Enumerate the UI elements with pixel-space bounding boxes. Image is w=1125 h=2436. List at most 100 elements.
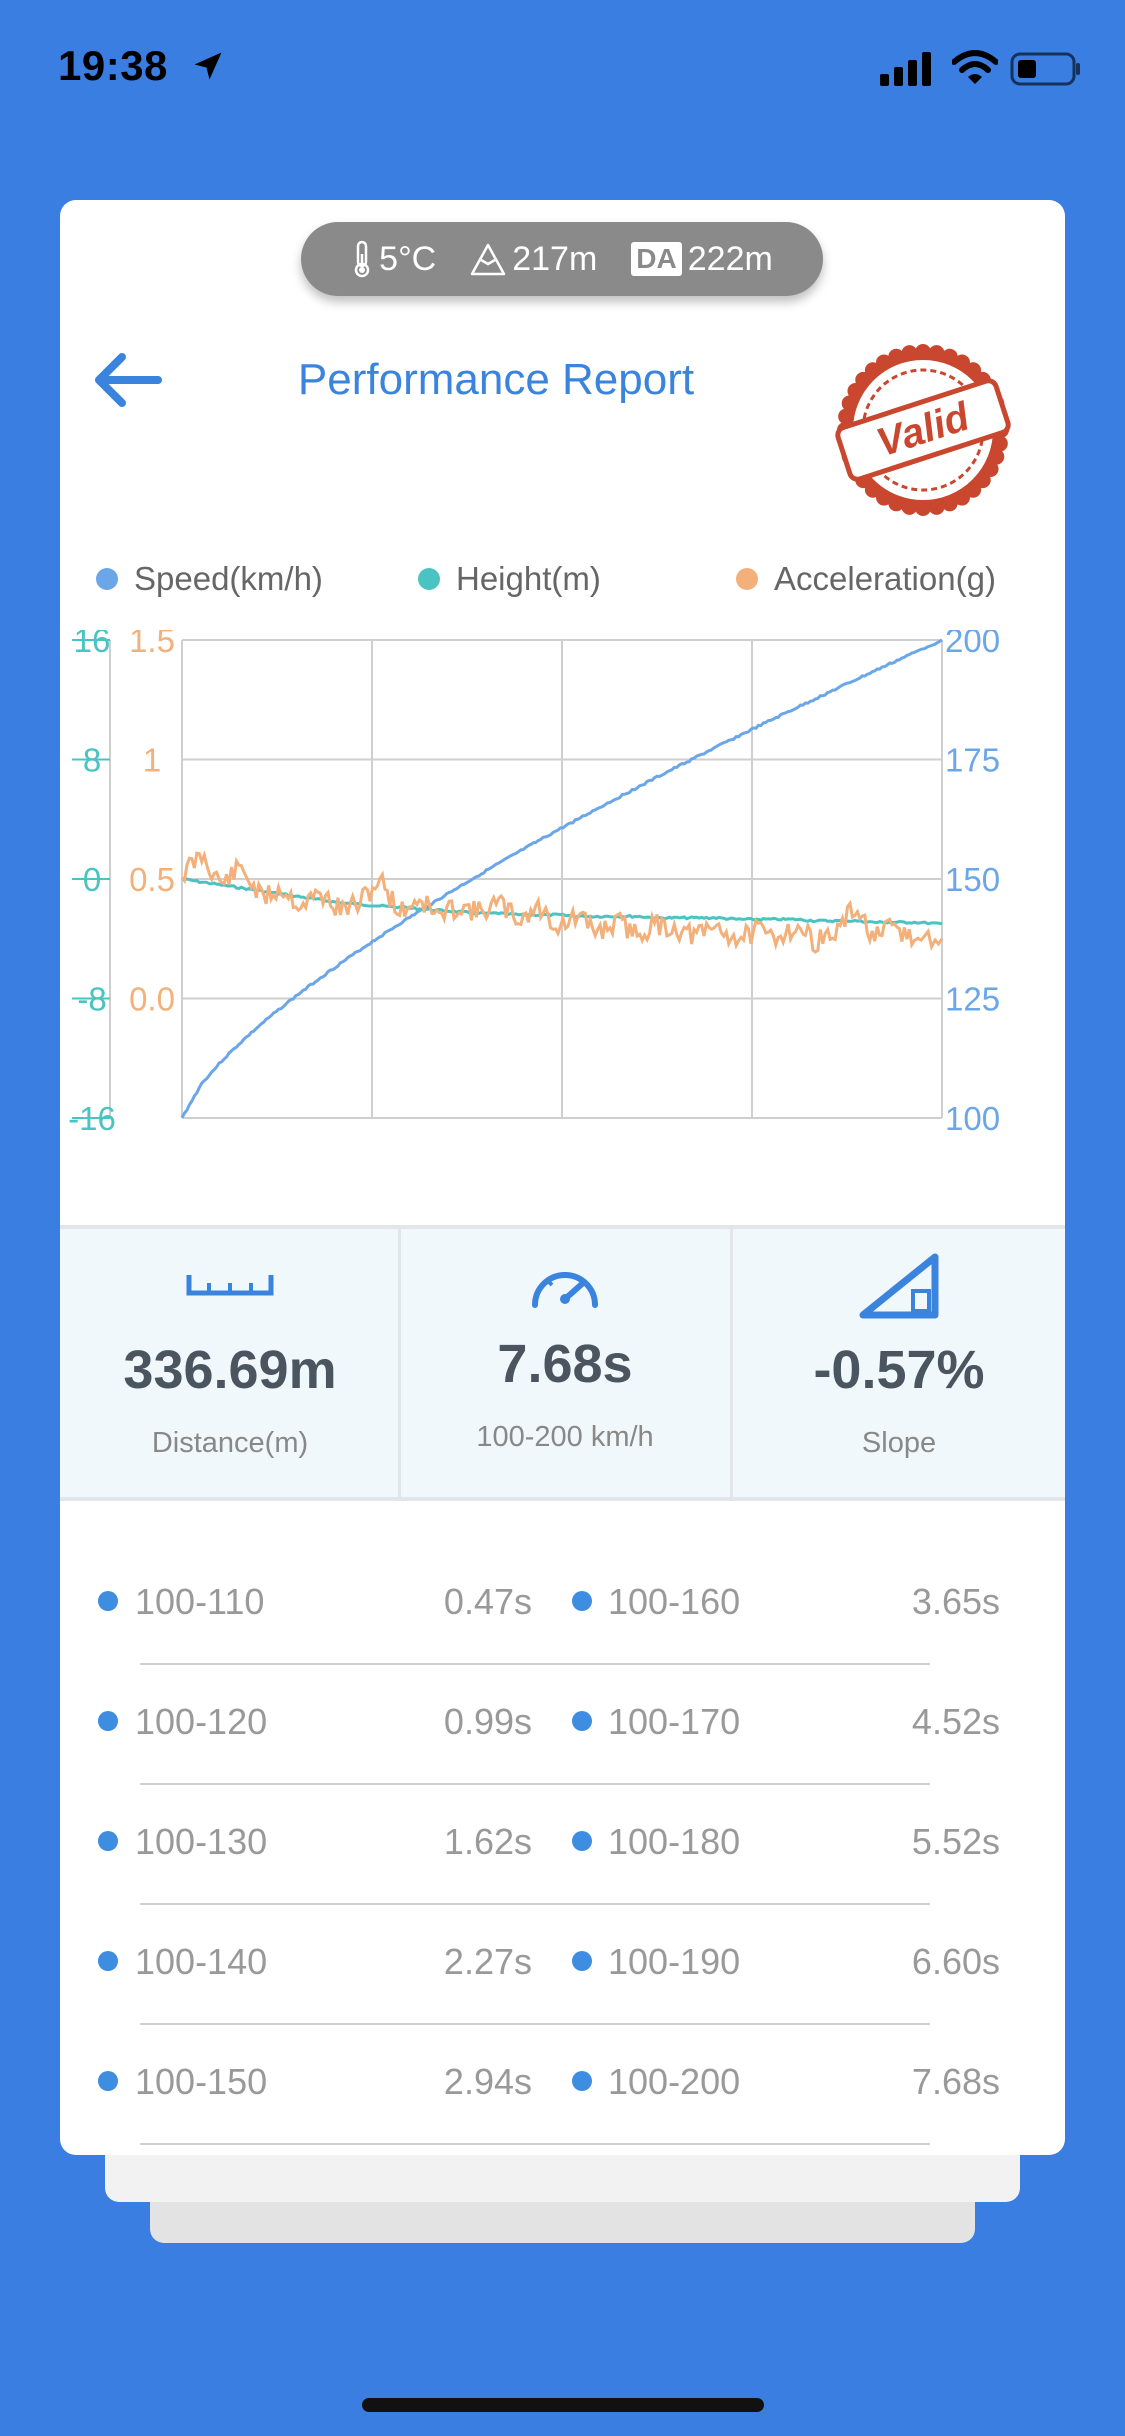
altitude-value: 217m xyxy=(512,239,598,278)
split-row: 100-130 1.62s 100-180 5.52s xyxy=(60,1785,1065,1905)
acceleration-time-label: 100-200 km/h xyxy=(476,1421,654,1453)
status-bar: 19:38 xyxy=(0,0,1125,140)
stamp-tooth xyxy=(915,344,931,360)
legend-speed-label: Speed(km/h) xyxy=(134,560,323,597)
split-dot xyxy=(98,1951,118,1971)
split-row: 100-140 2.27s 100-190 6.60s xyxy=(60,1905,1065,2025)
split-range: 100-200 xyxy=(608,2061,741,2102)
card-stack-shadow-back xyxy=(150,2195,975,2243)
split-row: 100-120 0.99s 100-170 4.52s xyxy=(60,1665,1065,1785)
legend-acceleration-dot xyxy=(736,568,758,590)
distance-value: 336.69m xyxy=(123,1340,337,1400)
split-time: 0.99s xyxy=(443,1701,532,1742)
status-time: 19:38 xyxy=(58,42,168,89)
ruler-icon xyxy=(186,1275,274,1296)
split-dot xyxy=(572,1591,592,1611)
split-time: 2.27s xyxy=(443,1941,532,1982)
split-time: 4.52s xyxy=(911,1701,1000,1742)
acceleration-series-line xyxy=(180,850,944,954)
split-dot xyxy=(572,1831,592,1851)
legend-acceleration-label: Acceleration(g) xyxy=(774,560,996,597)
acceleration-time-value: 7.68s xyxy=(497,1334,633,1394)
split-range: 100-190 xyxy=(608,1941,741,1982)
slope-value: -0.57% xyxy=(813,1340,985,1400)
split-row: 100-150 2.94s 100-200 7.68s xyxy=(60,2025,1065,2145)
chart-legend: Speed(km/h) Height(m) Acceleration(g) xyxy=(60,560,1065,610)
slope-icon xyxy=(859,1253,939,1319)
speedometer-icon xyxy=(532,1272,598,1308)
legend-speed: Speed(km/h) xyxy=(96,560,323,598)
back-arrow-icon[interactable] xyxy=(88,345,168,415)
valid-stamp-icon: Valid xyxy=(835,344,1011,516)
home-indicator[interactable] xyxy=(362,2398,764,2412)
split-dot xyxy=(98,1591,118,1611)
wifi-icon xyxy=(952,50,998,84)
metric-acceleration-time: 7.68s 100-200 km/h xyxy=(400,1229,730,1497)
altitude-item: 217m xyxy=(470,240,597,279)
split-time: 0.47s xyxy=(443,1581,532,1622)
acceleration-axis-tick-label: 0.5 xyxy=(129,861,175,898)
distance-label: Distance(m) xyxy=(151,1427,309,1459)
page-title: Performance Report xyxy=(297,355,695,404)
temperature-item: 5°C xyxy=(351,240,436,279)
acceleration-axis-tick-label: 1.5 xyxy=(129,630,175,659)
speed-axis-tick-label: 125 xyxy=(945,981,1000,1018)
split-dot xyxy=(572,1951,592,1971)
metric-distance: 336.69m Distance(m) xyxy=(60,1229,400,1497)
split-divider xyxy=(140,1903,930,1905)
split-divider xyxy=(140,2023,930,2025)
split-row: 100-110 0.47s 100-160 3.65s xyxy=(60,1545,1065,1665)
split-range: 100-150 xyxy=(135,2061,268,2102)
speed-axis-tick-label: 175 xyxy=(945,742,1000,779)
legend-height-label: Height(m) xyxy=(456,560,601,597)
split-range: 100-170 xyxy=(608,1701,741,1742)
environment-pill: 5°C 217m DA 222m xyxy=(301,222,823,296)
split-range: 100-160 xyxy=(608,1581,741,1622)
temperature-value: 5°C xyxy=(379,239,437,278)
mountain-icon xyxy=(470,243,506,276)
speed-axis-tick-label: 200 xyxy=(945,630,1000,659)
split-divider xyxy=(140,2143,930,2145)
split-range: 100-130 xyxy=(135,1821,268,1862)
legend-speed-dot xyxy=(96,568,118,590)
split-range: 100-110 xyxy=(135,1581,265,1622)
height-axis-tick-label: 16 xyxy=(74,630,111,659)
split-divider xyxy=(140,1783,930,1785)
speed-axis-tick-label: 150 xyxy=(945,861,1000,898)
metric-divider xyxy=(398,1229,401,1497)
report-card: 5°C 217m DA 222m Performance Report Vali… xyxy=(60,200,1065,2155)
split-dot xyxy=(98,1831,118,1851)
acceleration-axis-tick-label: 1 xyxy=(143,742,161,779)
split-dot xyxy=(98,1711,118,1731)
metric-slope: -0.57% Slope xyxy=(733,1229,1065,1497)
stamp-tooth xyxy=(915,500,931,516)
split-time: 6.60s xyxy=(911,1941,1000,1982)
legend-height: Height(m) xyxy=(418,560,601,598)
split-dot xyxy=(572,1711,592,1731)
split-time: 2.94s xyxy=(443,2061,532,2102)
split-time: 1.62s xyxy=(443,1821,532,1862)
metric-divider xyxy=(730,1229,733,1497)
split-range: 100-140 xyxy=(135,1941,268,1982)
legend-acceleration: Acceleration(g) xyxy=(736,560,996,598)
battery-icon xyxy=(1010,52,1080,86)
speed-axis-tick-label: 100 xyxy=(945,1100,1000,1137)
split-range: 100-180 xyxy=(608,1821,741,1862)
split-range: 100-120 xyxy=(135,1701,268,1742)
legend-height-dot xyxy=(418,568,440,590)
density-altitude-item: DA 222m xyxy=(631,240,773,279)
card-stack-shadow-front xyxy=(105,2150,1020,2202)
split-time: 5.52s xyxy=(911,1821,1000,1862)
density-altitude-value: 222m xyxy=(687,239,773,278)
acceleration-axis-tick-label: 0.0 xyxy=(129,981,175,1018)
split-time: 3.65s xyxy=(911,1581,1000,1622)
location-arrow-icon xyxy=(194,52,222,80)
slope-label: Slope xyxy=(861,1427,937,1459)
split-dot xyxy=(98,2071,118,2091)
cellular-signal-icon xyxy=(880,52,931,86)
split-dot xyxy=(572,2071,592,2091)
density-altitude-badge: DA xyxy=(631,242,682,276)
thermometer-icon xyxy=(354,240,370,278)
metrics-panel: 336.69m Distance(m) 7.68s 100-200 km/h -… xyxy=(60,1225,1065,1501)
